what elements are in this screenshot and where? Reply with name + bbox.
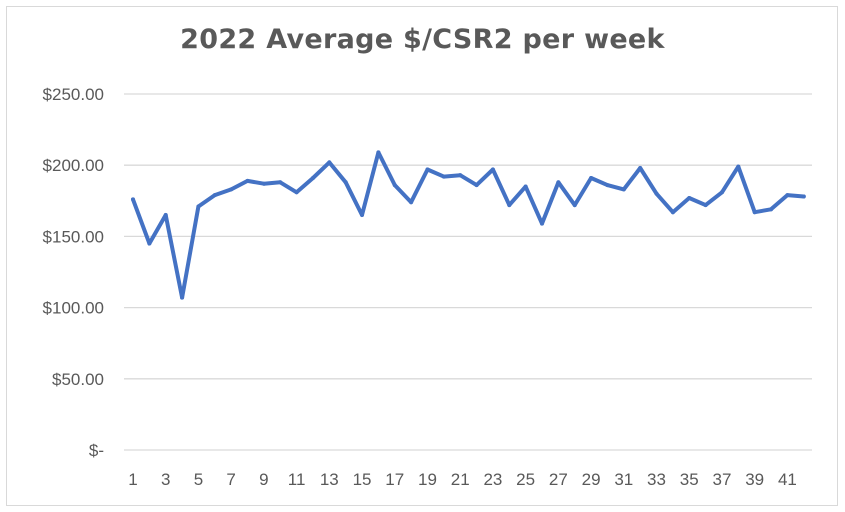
data-point [212, 193, 217, 198]
data-point [163, 213, 168, 218]
x-tick-label: 37 [712, 470, 731, 489]
x-tick-label: 9 [259, 470, 268, 489]
series-layer [131, 150, 806, 300]
data-point [474, 183, 479, 188]
data-point [392, 183, 397, 188]
x-tick-label: 27 [549, 470, 568, 489]
data-point [556, 180, 561, 185]
x-tick-label: 23 [483, 470, 502, 489]
x-tick-label: 29 [582, 470, 601, 489]
data-point [638, 166, 643, 171]
x-tick-label: 31 [614, 470, 633, 489]
x-tick-label: 35 [680, 470, 699, 489]
series-line [131, 150, 806, 300]
y-tick-label: $200.00 [43, 156, 104, 175]
y-tick-label: $150.00 [43, 227, 104, 246]
y-tick-label: $250.00 [43, 85, 104, 104]
x-tick-label: 39 [745, 470, 764, 489]
data-point [196, 204, 201, 209]
y-tick-label: $- [89, 441, 104, 460]
chart-title: 2022 Average $/CSR2 per week [180, 24, 665, 55]
data-point [605, 183, 610, 188]
data-point [245, 178, 250, 183]
data-point [180, 295, 185, 300]
data-point [801, 194, 806, 199]
data-point [752, 210, 757, 215]
y-tick-label: $50.00 [52, 370, 104, 389]
x-tick-label: 11 [288, 470, 306, 489]
data-point [327, 160, 332, 165]
x-tick-label: 19 [418, 470, 437, 489]
data-point [654, 191, 659, 196]
data-point [409, 200, 414, 205]
data-point [589, 176, 594, 181]
data-point [507, 203, 512, 208]
data-point [785, 193, 790, 198]
data-point [131, 197, 135, 202]
data-point [425, 167, 430, 172]
x-tick-label: 17 [385, 470, 404, 489]
data-point [376, 150, 381, 155]
data-point [572, 203, 577, 208]
data-point [229, 187, 234, 192]
x-tick-label: 15 [353, 470, 372, 489]
x-axis-labels: 1 3 5 7 9 11 13 15 17 19 21 23 25 27 29 31 33 35 37 39 41 [128, 470, 797, 489]
data-point [703, 203, 708, 208]
x-tick-label: 33 [647, 470, 666, 489]
x-tick-label: 41 [778, 470, 797, 489]
x-tick-label: 21 [451, 470, 470, 489]
data-point [310, 176, 315, 181]
data-point [670, 210, 675, 215]
data-point [261, 181, 266, 186]
data-point [540, 221, 544, 226]
data-point [719, 190, 724, 195]
data-point [490, 167, 495, 172]
x-tick-label: 25 [516, 470, 535, 489]
data-point [687, 195, 692, 200]
gridlines [124, 93, 812, 451]
data-point [736, 164, 741, 169]
data-point [523, 184, 528, 189]
data-point [343, 180, 348, 185]
data-point [769, 207, 774, 212]
y-tick-label: $100.00 [43, 299, 104, 318]
x-tick-label: 5 [194, 470, 203, 489]
chart-frame [6, 6, 838, 506]
x-tick-label: 7 [226, 470, 235, 489]
data-point [621, 187, 626, 192]
data-point [441, 174, 446, 179]
data-point [147, 241, 152, 246]
x-tick-label: 1 [128, 470, 137, 489]
x-tick-label: 13 [320, 470, 339, 489]
y-axis-labels: $250.00 $200.00 $150.00 $100.00 $50.00 $- [43, 85, 104, 460]
data-point [278, 180, 283, 185]
data-point [458, 173, 463, 178]
x-tick-label: 3 [161, 470, 170, 489]
data-point [360, 213, 365, 218]
data-point [294, 190, 299, 195]
